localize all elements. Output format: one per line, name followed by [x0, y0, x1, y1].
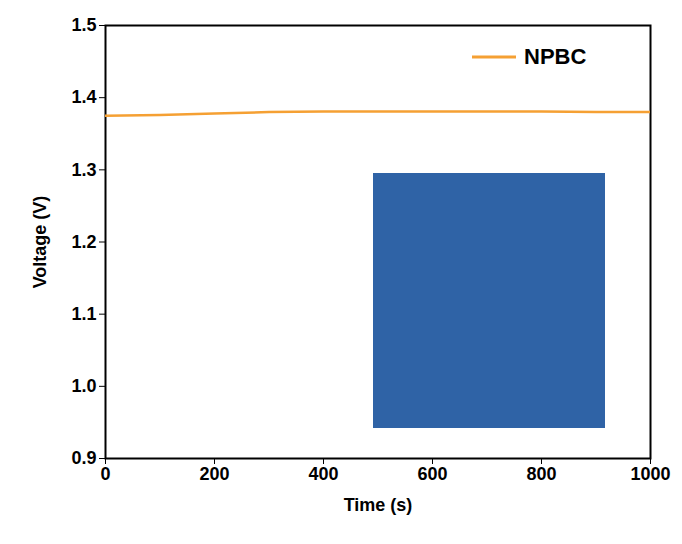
svg-text:800: 800: [526, 464, 556, 484]
svg-text:1.3: 1.3: [71, 160, 96, 180]
svg-text:Voltage (V): Voltage (V): [30, 196, 50, 289]
svg-text:1.1: 1.1: [71, 304, 96, 324]
html-text:NPBC: NPBC: [524, 44, 587, 69]
svg-text:1000: 1000: [630, 464, 670, 484]
svg-text:1.0: 1.0: [71, 376, 96, 396]
svg-text:0: 0: [100, 464, 110, 484]
svg-text:1.4: 1.4: [71, 87, 96, 107]
svg-text:0.9: 0.9: [71, 448, 96, 468]
svg-text:1.5: 1.5: [71, 15, 96, 35]
svg-text:Time (s): Time (s): [344, 495, 413, 515]
svg-text:400: 400: [308, 464, 338, 484]
svg-text:600: 600: [417, 464, 447, 484]
svg-text:1.2: 1.2: [71, 232, 96, 252]
svg-text:200: 200: [199, 464, 229, 484]
